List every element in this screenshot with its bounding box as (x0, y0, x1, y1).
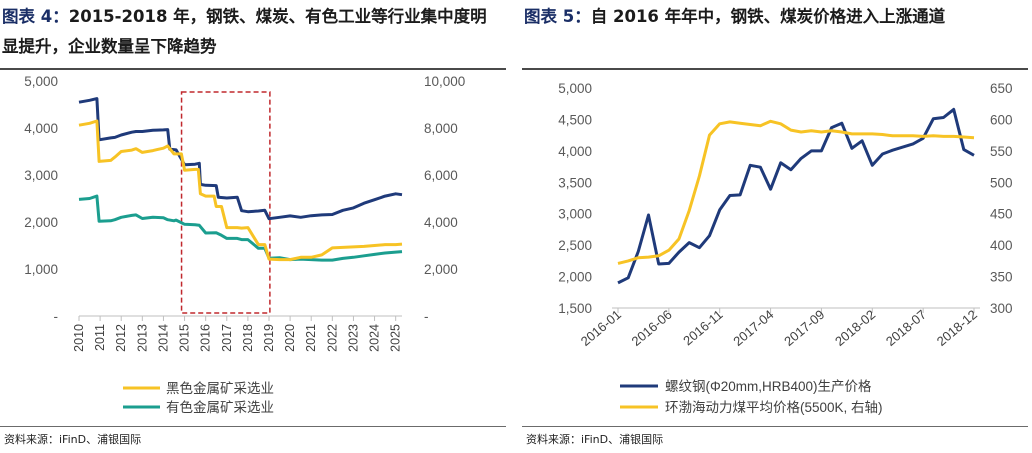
y-right-tick-label: 600 (990, 112, 1013, 127)
y-left-tick-label: 3,000 (558, 207, 592, 222)
figure-5-title: 图表 5：自 2016 年年中，钢铁、煤炭价格进入上涨通道 (524, 2, 1024, 32)
title-rule (0, 68, 506, 70)
x-tick-label: 2023 (346, 324, 360, 352)
y-left-tick-label: 1,500 (558, 301, 592, 316)
legend-label: 环渤海动力煤平均价格(5500K, 右轴) (665, 400, 883, 415)
series-line-rebar (617, 107, 975, 285)
x-tick-label: 2024 (368, 324, 382, 352)
series-layer (617, 107, 975, 285)
y-left-tick-label: 3,000 (24, 168, 58, 183)
y-left-tick-label: 1,000 (24, 262, 58, 277)
tick-label-layer: 2016-01 2016-06 2016-11 2017-04 2017-09 2018-… (558, 81, 1012, 349)
figure-5-title-text: 自 2016 年年中，钢铁、煤炭价格进入上涨通道 (590, 7, 946, 26)
source-rule (0, 426, 506, 427)
x-tick-label: 2022 (325, 324, 339, 352)
legend-label: 有色金属矿采选业 (166, 399, 274, 415)
y-right-tick-label: 500 (990, 175, 1013, 190)
y-right-tick-label: 4,000 (424, 215, 458, 230)
y-left-tick-label: 5,000 (24, 74, 58, 89)
legend-label: 螺纹钢(Φ20mm,HRB400)生产价格 (665, 379, 872, 394)
y-left-tick-label: 4,000 (24, 121, 58, 136)
x-tick-label: 2017 (220, 324, 234, 352)
x-tick-label: 2016-06 (629, 307, 675, 349)
figure-4-title: 图表 4：2015-2018 年，钢铁、煤炭、有色工业等行业集中度明显提升，企业… (2, 2, 502, 62)
series-line-nonferrous (78, 194, 403, 262)
x-tick-label: 2025 (389, 324, 403, 352)
figure-5-label: 图表 5： (524, 7, 591, 26)
series-line-coal (617, 119, 975, 265)
figure-4-label: 图表 4： (2, 7, 69, 26)
y-right-tick-label: 2,000 (424, 262, 458, 277)
figure-5-source: 资料来源：iFinD、浦银国际 (526, 433, 664, 446)
x-tick-label: 2014 (156, 324, 170, 352)
x-tick-label: 2016 (199, 324, 213, 352)
y-right-tick-label: 400 (990, 238, 1013, 253)
tick-label-layer: 2010 2011 2012 2013 2014 2015 2016 2017 2018 2019… (24, 74, 465, 352)
figure-4-panel: 图表 4：2015-2018 年，钢铁、煤炭、有色工业等行业集中度明显提升，企业… (0, 0, 510, 453)
y-left-tick-label: 5,000 (558, 81, 592, 96)
x-tick-label: 2012 (114, 324, 128, 352)
y-right-tick-label: 450 (990, 207, 1013, 222)
y-right-tick-label: 650 (990, 81, 1013, 96)
y-left-tick-label: 2,500 (558, 238, 592, 253)
x-tick-label: 2020 (283, 324, 297, 352)
x-tick-label: 2016-11 (680, 307, 725, 349)
x-tick-label: 2018 (241, 324, 255, 352)
y-right-tick-label: 550 (990, 144, 1013, 159)
figure-4-title-text: 2015-2018 年，钢铁、煤炭、有色工业等行业集中度明显提升，企业数量呈下降… (2, 7, 487, 56)
x-tick-label: 2011 (93, 324, 107, 351)
source-rule (522, 426, 1028, 427)
axes-layer (78, 315, 402, 321)
title-rule (522, 68, 1028, 70)
figure-5-chart: 2016-01 2016-06 2016-11 2017-04 2017-09 2018-… (558, 81, 1012, 415)
y-left-tick-label: - (54, 309, 59, 324)
y-left-tick-label: 2,000 (558, 270, 592, 285)
figure-5-panel: 图表 5：自 2016 年年中，钢铁、煤炭价格进入上涨通道 2016-01 201… (522, 0, 1032, 453)
y-left-tick-label: 2,000 (24, 215, 58, 230)
x-tick-label: 2010 (72, 324, 86, 352)
y-right-tick-label: 350 (990, 270, 1013, 285)
legend-label: 黑色金属矿采选业 (166, 380, 274, 396)
x-tick-label: 2015 (178, 324, 192, 352)
x-tick-label: 2018-07 (883, 307, 929, 349)
x-tick-label: 2018-02 (832, 307, 878, 349)
y-right-tick-label: 10,000 (424, 74, 465, 89)
x-tick-label: 2013 (135, 324, 149, 352)
x-tick-label: 2018-12 (934, 307, 980, 349)
figure-4-source: 资料来源：iFinD、浦银国际 (4, 433, 142, 446)
y-left-tick-label: 4,500 (558, 112, 592, 127)
figure-4-chart: 2010 2011 2012 2013 2014 2015 2016 2017 2018 2019… (24, 74, 465, 415)
x-tick-label: 2017-09 (781, 307, 827, 349)
series-layer (78, 91, 403, 314)
y-right-tick-label: - (424, 309, 429, 324)
highlight-box (180, 91, 271, 314)
y-right-tick-label: 8,000 (424, 121, 458, 136)
axes-layer (612, 307, 980, 313)
y-left-tick-label: 3,500 (558, 175, 592, 190)
y-right-tick-label: 6,000 (424, 168, 458, 183)
y-left-tick-label: 4,000 (558, 144, 592, 159)
y-right-tick-label: 300 (990, 301, 1013, 316)
x-tick-label: 2017-04 (730, 307, 776, 349)
series-line-ferrous (78, 119, 403, 262)
x-tick-label: 2021 (304, 324, 318, 352)
x-tick-label: 2019 (262, 324, 276, 352)
series-line-total (78, 97, 403, 221)
